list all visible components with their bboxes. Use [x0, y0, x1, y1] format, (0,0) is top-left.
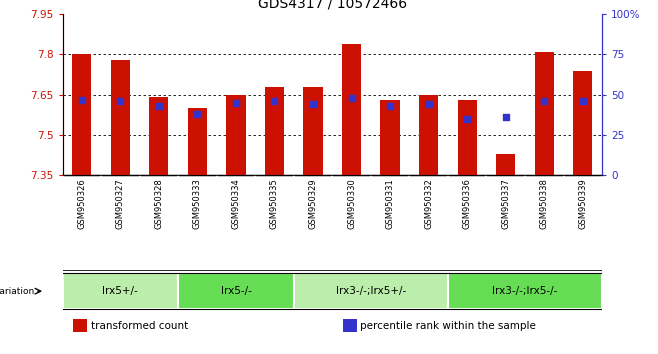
Text: lrx5+/-: lrx5+/-: [103, 286, 138, 296]
Text: genotype/variation: genotype/variation: [0, 287, 34, 296]
Bar: [188, 108, 207, 175]
Text: GSM950332: GSM950332: [424, 178, 433, 229]
Bar: [573, 70, 592, 175]
Text: lrx3-/-;lrx5-/-: lrx3-/-;lrx5-/-: [492, 286, 558, 296]
Text: lrx3-/-;lrx5+/-: lrx3-/-;lrx5+/-: [336, 286, 406, 296]
Bar: [293, 273, 448, 309]
Bar: [111, 60, 130, 175]
Text: GSM950337: GSM950337: [501, 178, 510, 229]
Text: lrx5-/-: lrx5-/-: [220, 286, 251, 296]
Bar: [534, 52, 554, 175]
Text: GSM950333: GSM950333: [193, 178, 202, 229]
Bar: [226, 95, 245, 175]
Text: GSM950331: GSM950331: [386, 178, 395, 229]
Point: [269, 98, 280, 104]
Bar: [457, 100, 477, 175]
Text: GSM950329: GSM950329: [309, 178, 318, 229]
Point: [153, 103, 164, 109]
Point: [192, 111, 203, 117]
Bar: [419, 95, 438, 175]
Bar: [72, 55, 91, 175]
Text: transformed count: transformed count: [91, 320, 188, 331]
Bar: [73, 319, 87, 332]
Point: [231, 100, 241, 105]
Bar: [496, 154, 515, 175]
Point: [115, 98, 126, 104]
Bar: [63, 273, 178, 309]
Point: [423, 102, 434, 107]
Text: GSM950330: GSM950330: [347, 178, 356, 229]
Point: [308, 102, 318, 107]
Text: GSM950328: GSM950328: [155, 178, 163, 229]
Bar: [342, 44, 361, 175]
Point: [462, 116, 472, 122]
Bar: [149, 97, 168, 175]
Point: [578, 98, 588, 104]
Text: GSM950326: GSM950326: [77, 178, 86, 229]
Bar: [448, 273, 602, 309]
Text: GSM950335: GSM950335: [270, 178, 279, 229]
Point: [385, 103, 395, 109]
Bar: [343, 319, 357, 332]
Point: [501, 114, 511, 120]
Bar: [380, 100, 400, 175]
Text: GSM950327: GSM950327: [116, 178, 125, 229]
Text: GSM950336: GSM950336: [463, 178, 472, 229]
Text: GSM950338: GSM950338: [540, 178, 549, 229]
Text: GSM950339: GSM950339: [578, 178, 588, 229]
Text: GSM950334: GSM950334: [232, 178, 240, 229]
Bar: [265, 87, 284, 175]
Point: [539, 98, 549, 104]
Point: [76, 97, 87, 102]
Title: GDS4317 / 10572466: GDS4317 / 10572466: [258, 0, 407, 10]
Bar: [303, 87, 322, 175]
Text: percentile rank within the sample: percentile rank within the sample: [361, 320, 536, 331]
Point: [346, 95, 357, 101]
Bar: [178, 273, 293, 309]
